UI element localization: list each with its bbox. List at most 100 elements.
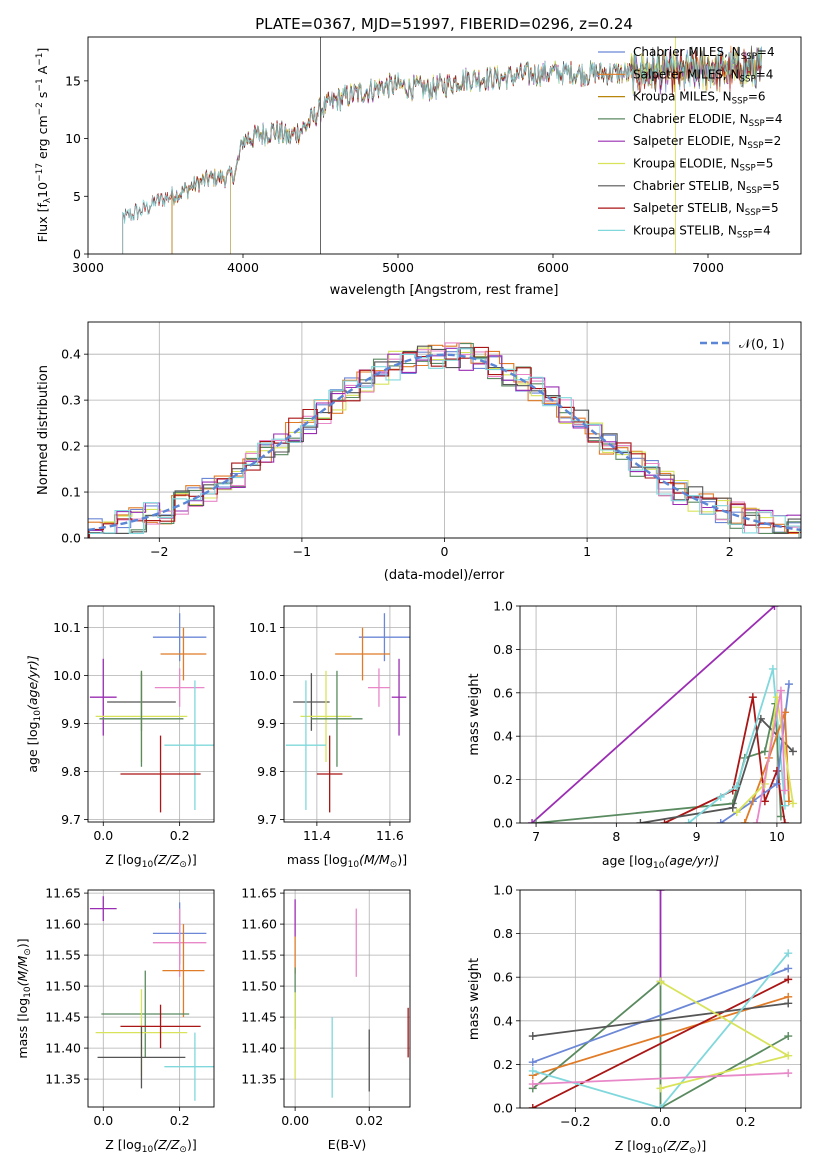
errorbar-point (152, 908, 207, 977)
legend-label: Kroupa MILES, NSSP=6 (633, 90, 766, 107)
x-axis-label: (data-model)/error (384, 568, 505, 583)
weight-series-line (736, 696, 794, 813)
weight-point-marker (784, 797, 793, 806)
weight-point-marker (760, 747, 769, 756)
mass_vs_ebv-ytick-label: 11.60 (241, 917, 277, 932)
weight-point-marker (772, 779, 781, 788)
errorbar-point (391, 658, 407, 736)
weight-point-marker (788, 747, 797, 756)
x-axis-label-part: 10 (348, 860, 360, 870)
age_vs_Z-ytick-label: 10.1 (53, 620, 81, 635)
y-axis-label-part: −17 (35, 163, 45, 182)
mass_vs_ebv-xtick-label: 0.00 (281, 1113, 309, 1128)
weight-series (528, 606, 779, 823)
mass_weight_vs_age-plot-area (528, 606, 797, 823)
legend-label-part: SSP (741, 52, 757, 62)
y-axis-label-part: 10 (33, 710, 43, 722)
weight-point-marker (784, 680, 793, 689)
errorbar-point (311, 670, 363, 767)
weight-point-marker (528, 1080, 537, 1089)
mass_vs_ebv-panel: 0.00 0.02 11.35 11.40 11.45 11.50 11.55 11.60 11… (241, 886, 411, 1152)
mass_vs_Z-grid (88, 890, 214, 1107)
mass_vs_ebv-ytick-label: 11.35 (241, 1072, 277, 1087)
errorbar-point (154, 668, 205, 707)
age_vs_Z-ytick-label: 9.9 (61, 716, 81, 731)
weight-point-marker (532, 819, 541, 823)
mass_vs_ebv-ytick-label: 11.55 (241, 948, 277, 963)
x-axis-label: Z [log10(Z/Z⊙)] (615, 1138, 706, 1156)
histogram-step-line (88, 346, 801, 538)
age_vs_mass-frame (283, 605, 411, 823)
mass_weight_vs_age-xtick-label: 10 (769, 829, 785, 844)
y-axis-label-part: −1 (35, 53, 45, 66)
age_vs_mass-plot-area (285, 613, 410, 813)
residuals-xtick-label: 1 (583, 544, 591, 559)
x-axis-label: wavelength [Angstrom, rest frame] (330, 283, 559, 298)
weight-point-marker (760, 797, 769, 806)
x-axis-label: Z [log10(Z/Z⊙)] (105, 1137, 196, 1155)
y-axis-label-part: )] (15, 938, 30, 948)
legend-label: Salpeter STELIB, NSSP=5 (633, 201, 779, 218)
weight-point-marker (780, 801, 789, 810)
errorbar-point (335, 627, 390, 681)
x-axis-label-part: ⊙ (390, 860, 398, 870)
mass_vs_ebv-ytick-label: 11.45 (241, 1010, 277, 1025)
mass_weight_vs_Z-ytick-label: 0.4 (493, 1013, 513, 1028)
x-axis-label-part: )] (187, 852, 197, 867)
legend-label-part: Salpeter ELODIE, N (633, 134, 747, 148)
y-axis-label-part: −1 (35, 78, 45, 91)
errorbar-point (120, 1004, 201, 1049)
spectrum-ytick-label: 0 (73, 247, 81, 262)
x-axis-label-part: Z [log (615, 1138, 651, 1153)
weight-point-marker (784, 1069, 793, 1078)
age_vs_Z-ytick-label: 9.7 (61, 812, 81, 827)
weight-point-marker (772, 766, 781, 775)
residuals-legend: 𝒩(0, 1) (700, 336, 785, 351)
weight-point-marker (780, 786, 789, 795)
y-axis-label: Flux [fλ10−17 erg cm−2 s−1 A−1] (35, 48, 53, 243)
legend-label-part: Salpeter MILES, N (633, 67, 740, 81)
y-axis-label-part: 10 (35, 182, 50, 198)
mass_vs_ebv-ytick-label: 11.40 (241, 1041, 277, 1056)
spectrum-ytick-label: 5 (73, 189, 81, 204)
weight-point-marker (728, 803, 737, 812)
weight-point-marker (732, 808, 741, 817)
x-axis-label-part: (Z/Z (153, 852, 180, 867)
age_vs_Z-xtick-label: 0.2 (170, 828, 190, 843)
weight-series (528, 1069, 793, 1089)
x-axis-label-part: Z [log (105, 852, 141, 867)
errorbar-point (285, 680, 326, 810)
mass_weight_vs_age-ytick-label: 0.4 (493, 729, 513, 744)
spectrum-frame (87, 36, 802, 255)
age_vs_mass-xtick-label: 11.6 (376, 828, 404, 843)
legend-label-part: SSP (745, 208, 761, 218)
y-axis-label-part: A (35, 65, 50, 78)
mass_vs_Z-ytick-label: 11.40 (45, 1041, 81, 1056)
x-axis-label: mass [log10(M/M⊙)] (287, 852, 407, 870)
y-axis-label-part: (age/yr)] (25, 655, 40, 710)
mass_weight_vs_age-xtick-label: 7 (532, 829, 540, 844)
x-axis-label: age [log10(age/yr)] (602, 853, 719, 871)
legend-label: Salpeter ELODIE, NSSP=2 (633, 134, 781, 151)
legend-label-part: =5 (761, 201, 779, 215)
weight-series (528, 964, 793, 1067)
weight-series (528, 999, 793, 1041)
histogram-step-line (88, 345, 801, 538)
mass_vs_Z-ytick-label: 11.35 (45, 1072, 81, 1087)
legend-label-part: Kroupa MILES, N (633, 90, 732, 104)
errorbar-point (368, 668, 390, 707)
weight-point-marker (752, 819, 761, 823)
residuals-frame (87, 321, 802, 539)
x-axis-label-part: )] (696, 1138, 706, 1153)
weight-point-marker (660, 819, 669, 823)
mass_weight_vs_Z-xtick-label: 0.2 (736, 1114, 756, 1129)
spectrum-xtick-label: 5000 (382, 260, 414, 275)
weight-series (528, 975, 793, 1108)
y-axis-label-part: λ (43, 197, 53, 203)
weight-point-marker (528, 1066, 537, 1075)
mass_weight_vs_age-xtick-label: 9 (693, 829, 701, 844)
weight-series-line (532, 978, 789, 1108)
residuals-xtick-label: 2 (726, 544, 734, 559)
spectrum-xtick-label: 4000 (227, 260, 259, 275)
